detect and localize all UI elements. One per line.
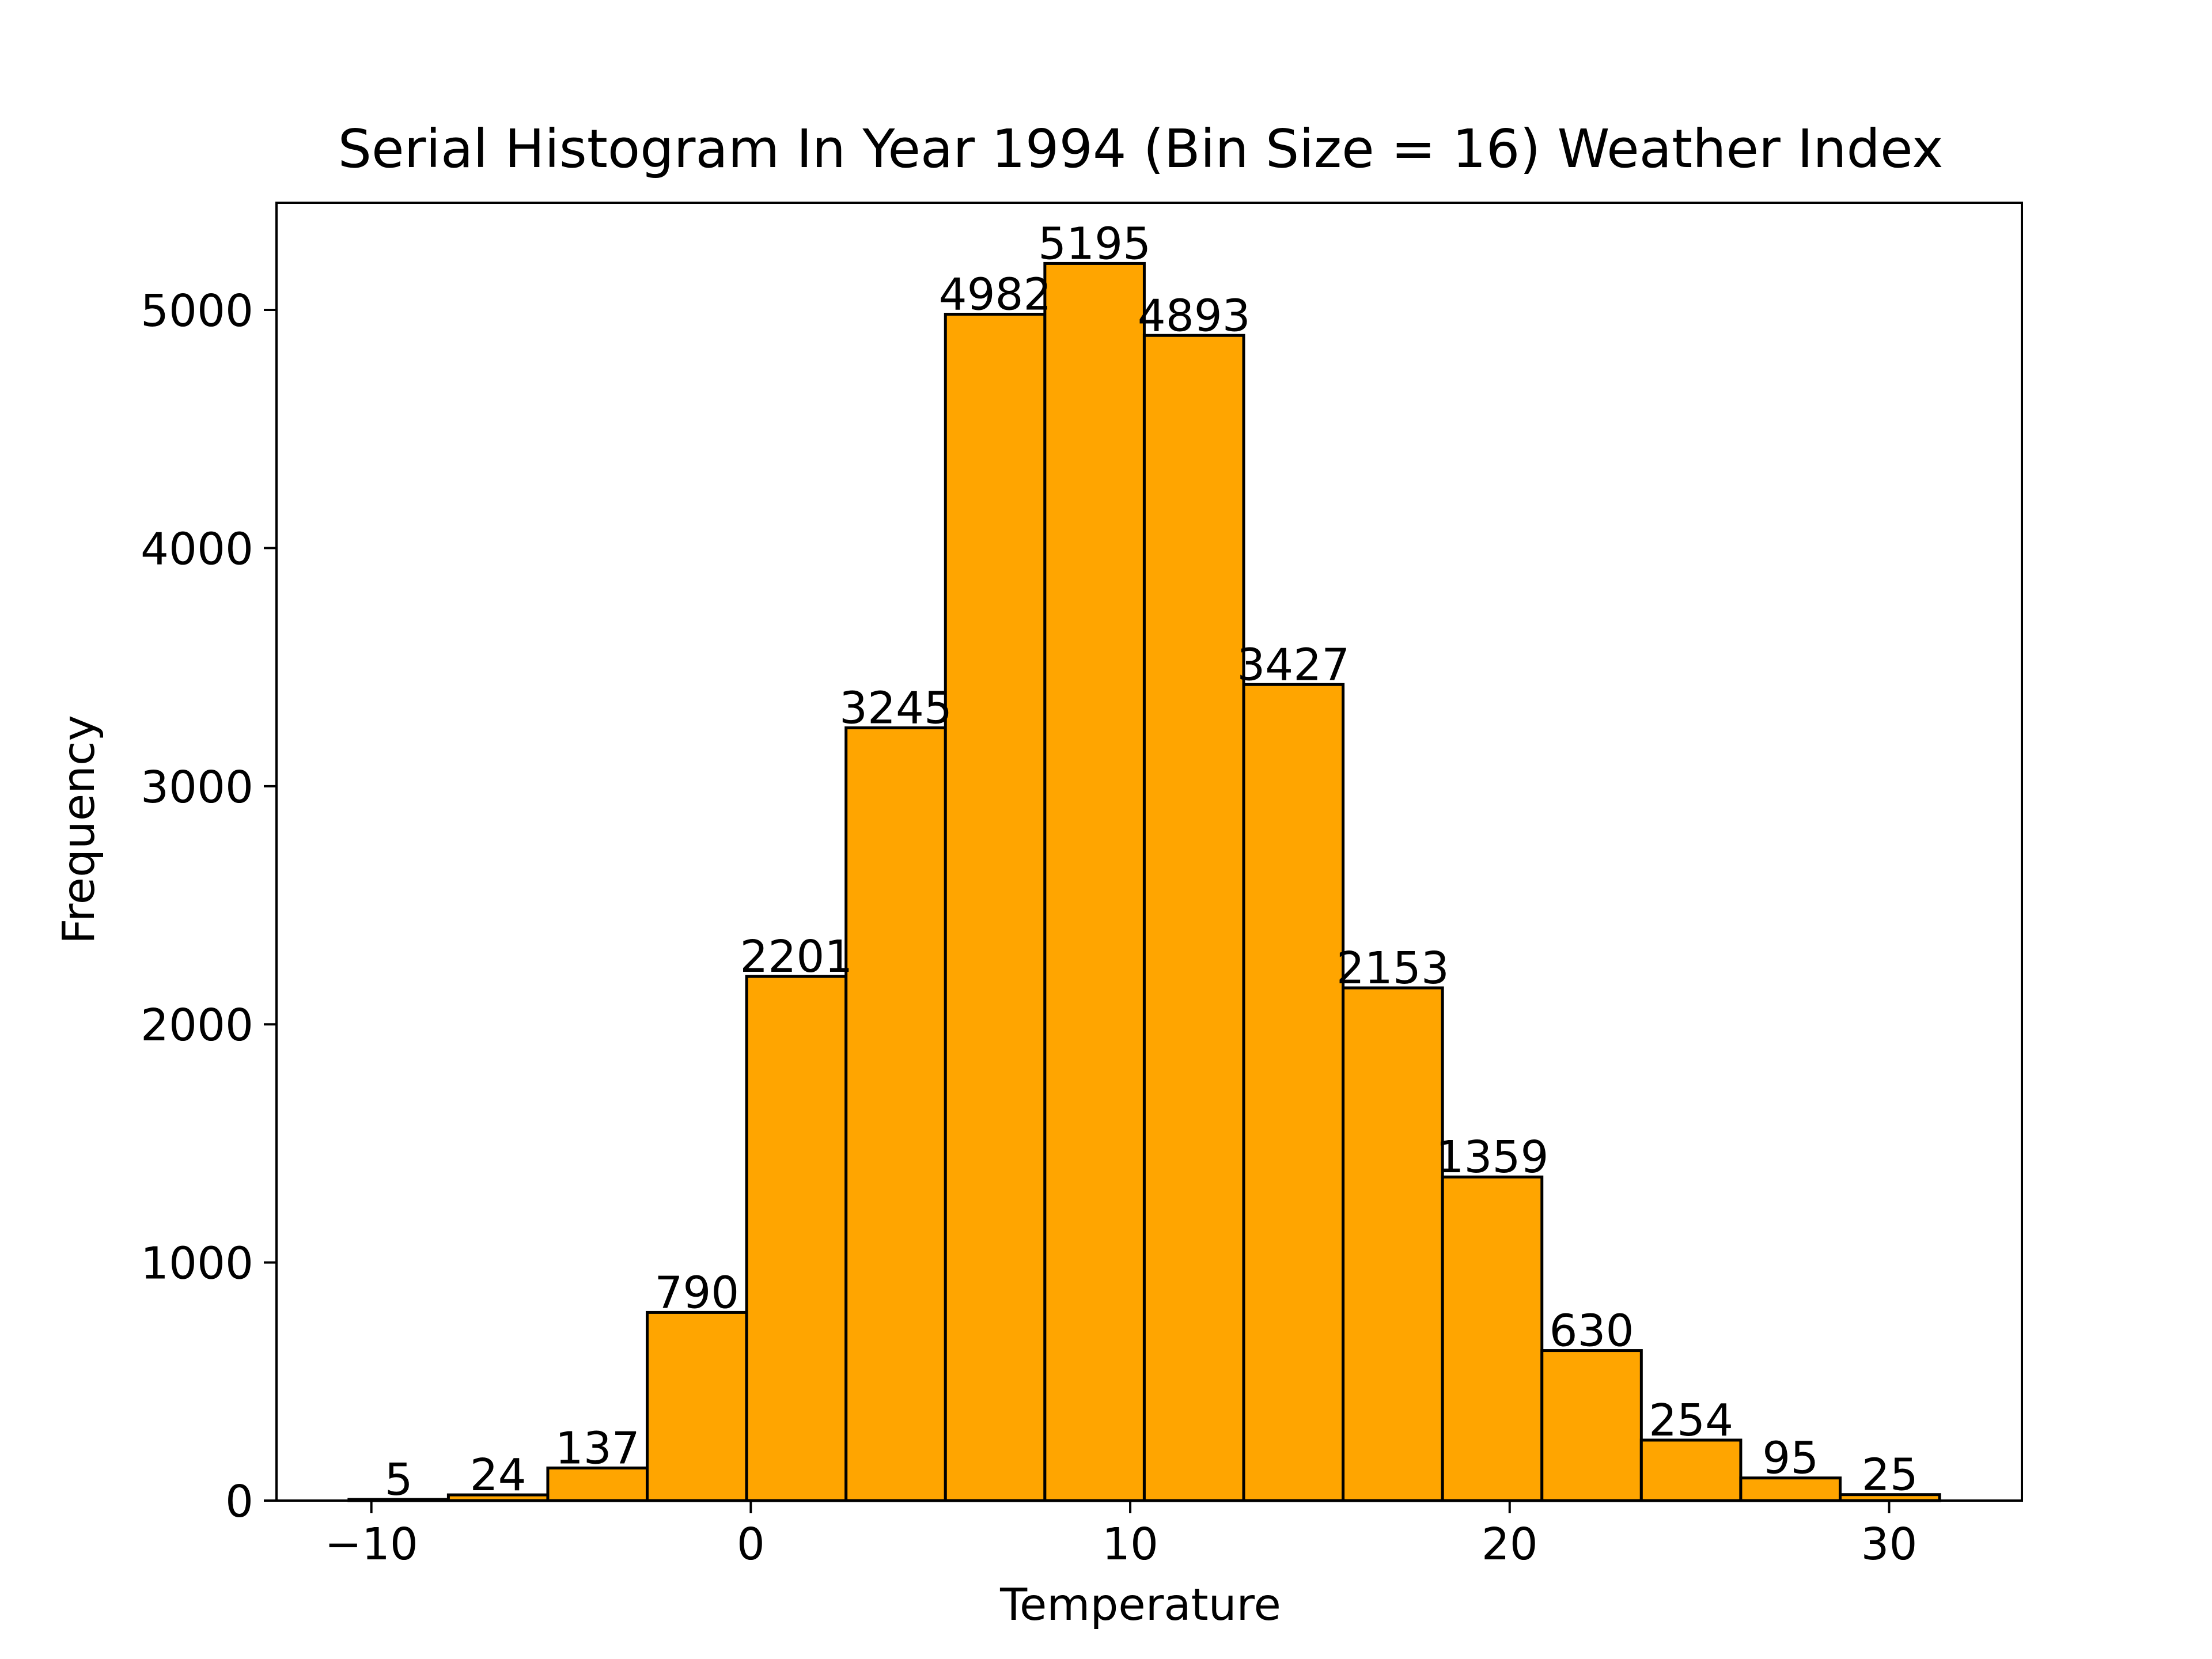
bar-value-label-4: 790 [654,1267,739,1319]
x-tick-label: 20 [1482,1519,1538,1570]
bar-9 [1142,334,1245,1502]
bar-value-label-3: 137 [555,1423,640,1474]
bar-value-label-8: 5195 [1038,218,1151,270]
bar-11 [1342,986,1444,1502]
bar-13 [1540,1349,1643,1502]
bar-value-label-6: 3245 [839,683,952,734]
plot-frame [275,202,2023,1502]
y-axis-label: Frequency [54,715,105,944]
bar-value-label-7: 4982 [939,269,1052,320]
bar-4 [646,1310,748,1502]
bar-value-label-9: 4893 [1138,290,1251,342]
bar-12 [1441,1175,1544,1502]
bars-group [347,262,1941,1502]
bar-value-label-12: 1359 [1435,1132,1548,1183]
bar-value-label-11: 2153 [1336,943,1449,994]
bar-value-label-10: 3427 [1237,639,1350,691]
y-tick-label: 2000 [141,1000,253,1051]
chart-title: Serial Histogram In Year 1994 (Bin Size … [338,118,1944,180]
x-tick-label: −10 [324,1519,418,1570]
y-tick-label: 4000 [141,524,253,575]
bar-value-label-5: 2201 [740,931,853,983]
y-axis: 0 1000 2000 3000 4000 5000 [141,286,276,1528]
x-axis: −10 0 10 20 30 [324,1501,1917,1570]
bar-value-label-1: 5 [385,1455,413,1506]
y-tick-label: 0 [225,1476,253,1528]
bar-6 [844,726,947,1502]
bar-8 [1043,262,1146,1502]
bar-5 [745,975,848,1502]
y-tick-label: 5000 [141,286,253,337]
y-tick-label: 1000 [141,1238,253,1290]
bar-value-label-13: 630 [1550,1306,1634,1357]
bar-value-label-15: 95 [1762,1433,1819,1484]
bar-value-label-14: 254 [1649,1395,1733,1446]
bar-value-label-16: 25 [1862,1450,1918,1501]
bar-10 [1242,683,1345,1502]
x-tick-label: 0 [737,1519,765,1570]
x-tick-label: 30 [1861,1519,1917,1570]
x-axis-label: Temperature [999,1580,1281,1631]
y-tick-label: 3000 [141,762,253,813]
bar-value-label-2: 24 [470,1450,527,1501]
x-tick-label: 10 [1102,1519,1158,1570]
bar-3 [546,1466,649,1502]
bar-7 [944,312,1047,1502]
bar-14 [1639,1438,1743,1502]
